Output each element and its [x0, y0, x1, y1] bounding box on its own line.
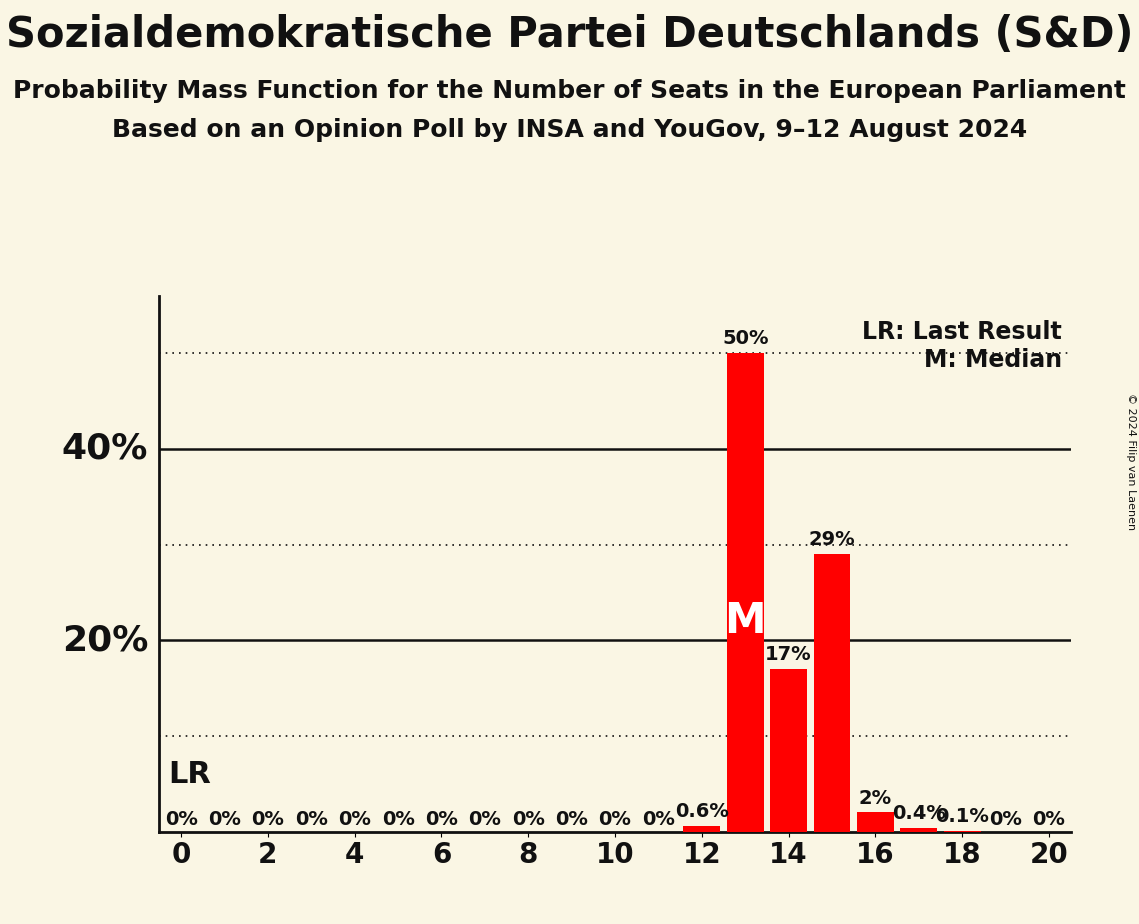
- Bar: [770, 669, 808, 832]
- Bar: [727, 353, 763, 832]
- Text: 0%: 0%: [208, 809, 241, 829]
- Text: 0%: 0%: [511, 809, 544, 829]
- Text: LR: LR: [169, 760, 211, 789]
- Text: 0.6%: 0.6%: [675, 802, 729, 821]
- Text: Probability Mass Function for the Number of Seats in the European Parliament: Probability Mass Function for the Number…: [13, 79, 1126, 103]
- Text: 0%: 0%: [165, 809, 197, 829]
- Text: 0%: 0%: [1033, 809, 1065, 829]
- Text: M: Median: M: Median: [924, 348, 1062, 372]
- Bar: [857, 812, 894, 832]
- Text: Sozialdemokratische Partei Deutschlands (S&D): Sozialdemokratische Partei Deutschlands …: [6, 14, 1133, 55]
- Text: 0%: 0%: [338, 809, 371, 829]
- Text: LR: Last Result: LR: Last Result: [862, 320, 1062, 344]
- Text: 0%: 0%: [252, 809, 285, 829]
- Text: 0%: 0%: [642, 809, 675, 829]
- Text: 0.1%: 0.1%: [935, 807, 989, 826]
- Text: 17%: 17%: [765, 645, 812, 664]
- Text: M: M: [724, 600, 767, 642]
- Bar: [900, 828, 937, 832]
- Text: 2%: 2%: [859, 789, 892, 808]
- Text: Based on an Opinion Poll by INSA and YouGov, 9–12 August 2024: Based on an Opinion Poll by INSA and You…: [112, 118, 1027, 142]
- Bar: [944, 831, 981, 832]
- Text: 0%: 0%: [599, 809, 631, 829]
- Text: 0%: 0%: [989, 809, 1022, 829]
- Text: 29%: 29%: [809, 530, 855, 549]
- Text: 0%: 0%: [468, 809, 501, 829]
- Text: 0.4%: 0.4%: [892, 804, 945, 823]
- Text: © 2024 Filip van Laenen: © 2024 Filip van Laenen: [1126, 394, 1136, 530]
- Bar: [683, 826, 720, 832]
- Text: 0%: 0%: [425, 809, 458, 829]
- Text: 0%: 0%: [295, 809, 328, 829]
- Text: 0%: 0%: [382, 809, 415, 829]
- Text: 50%: 50%: [722, 329, 769, 348]
- Bar: [813, 554, 851, 832]
- Text: 20%: 20%: [62, 623, 148, 657]
- Text: 0%: 0%: [555, 809, 588, 829]
- Text: 40%: 40%: [62, 432, 148, 466]
